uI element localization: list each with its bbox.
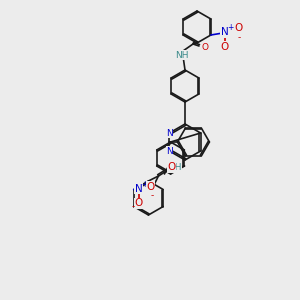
Text: NH: NH xyxy=(175,50,189,59)
Text: +: + xyxy=(228,23,234,32)
Text: N: N xyxy=(166,146,173,155)
Text: O: O xyxy=(221,42,229,52)
Text: -: - xyxy=(237,34,241,43)
Text: O: O xyxy=(147,182,155,191)
Text: -: - xyxy=(131,202,134,211)
Text: N: N xyxy=(135,184,142,194)
Text: N: N xyxy=(221,27,229,37)
Text: -: - xyxy=(150,191,153,200)
Text: +: + xyxy=(142,180,148,189)
Text: O: O xyxy=(167,162,175,172)
Text: O: O xyxy=(235,23,243,33)
Text: O: O xyxy=(202,43,208,52)
Text: N: N xyxy=(166,128,173,137)
Text: NH: NH xyxy=(168,163,181,172)
Text: O: O xyxy=(135,199,143,208)
